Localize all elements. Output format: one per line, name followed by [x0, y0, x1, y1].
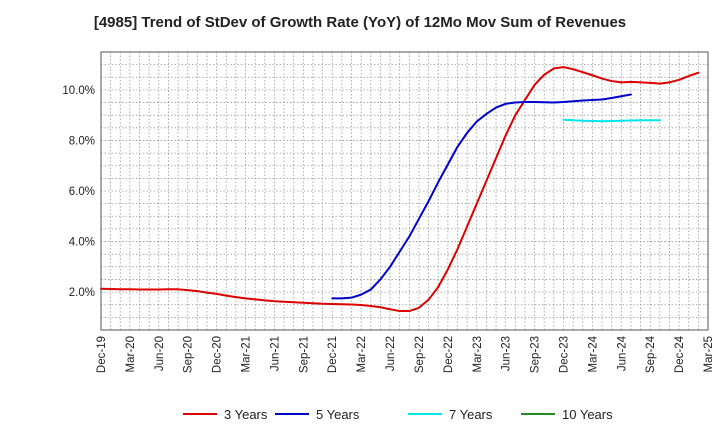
x-tick-label: Dec-23: [558, 336, 570, 373]
x-tick-label: Sep-23: [530, 336, 542, 373]
x-tick-label: Mar-23: [472, 336, 484, 372]
legend-label-7-years: 7 Years: [449, 407, 493, 422]
y-tick-label: 2.0%: [69, 287, 95, 299]
x-tick-label: Jun-20: [154, 336, 166, 371]
x-tick-label: Jun-22: [385, 336, 397, 371]
x-tick-label: Mar-25: [703, 336, 715, 372]
x-tick-label: Mar-24: [587, 335, 599, 372]
series-line-7-years: [562, 118, 661, 123]
y-tick-label: 8.0%: [69, 135, 95, 147]
x-tick-label: Sep-21: [298, 336, 310, 373]
x-tick-label: Sep-22: [414, 336, 426, 373]
chart-title: [4985] Trend of StDev of Growth Rate (Yo…: [93, 14, 627, 31]
x-tick-label: Sep-20: [183, 336, 195, 373]
x-tick-label: Dec-22: [443, 336, 455, 373]
plot-area-border: [100, 51, 709, 331]
x-tick-label: Mar-22: [356, 336, 368, 372]
y-axis-ticks: 2.0% 4.0% 6.0% 8.0% 10.0%: [62, 85, 95, 299]
y-tick-label: 10.0%: [62, 85, 95, 97]
series-line-3-years: [100, 66, 700, 313]
y-tick-label: 4.0%: [69, 237, 95, 249]
x-tick-label: Dec-19: [96, 336, 108, 373]
series-line-5-years: [331, 93, 632, 300]
x-tick-label: Sep-24: [645, 335, 657, 373]
x-tick-label: Jun-24: [616, 335, 628, 371]
grid: [101, 51, 708, 330]
x-tick-label: Dec-24: [674, 335, 686, 373]
x-axis-ticks: Dec-19 Mar-20 Jun-20 Sep-20 Dec-20 Mar-21 Jun-…: [96, 335, 715, 373]
x-tick-label: Mar-20: [125, 336, 137, 372]
legend: 3 Years 5 Years 7 Years 10 Years: [183, 407, 613, 422]
x-tick-label: Jun-21: [269, 336, 281, 371]
series-lines: [100, 66, 700, 313]
legend-label-3-years: 3 Years: [224, 407, 268, 422]
legend-label-5-years: 5 Years: [316, 407, 360, 422]
x-tick-label: Dec-20: [212, 336, 224, 373]
x-tick-label: Mar-21: [241, 336, 253, 372]
x-tick-label: Jun-23: [501, 336, 513, 371]
x-tick-label: Dec-21: [327, 336, 339, 373]
legend-label-10-years: 10 Years: [562, 407, 613, 422]
y-tick-label: 6.0%: [69, 186, 95, 198]
